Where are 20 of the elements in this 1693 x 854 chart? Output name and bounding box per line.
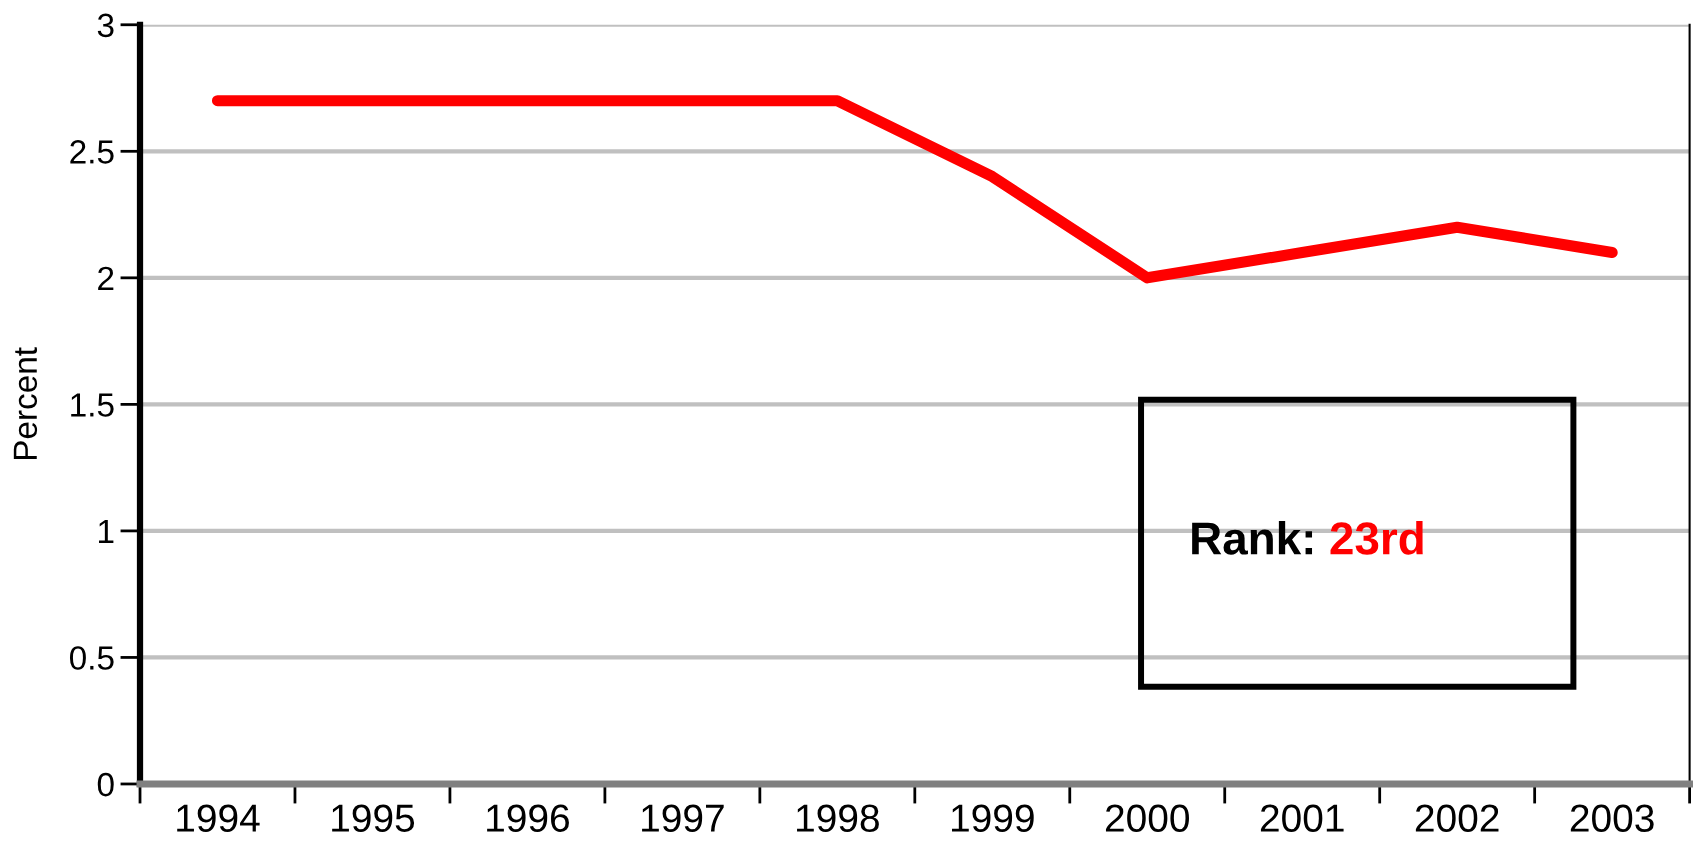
annotation: Rank: [1192, 521, 1313, 555]
y-tick-label: 1.5 [71, 393, 114, 417]
y-tick-label: 2 [98, 266, 114, 290]
x-tick-label: 2001 [1260, 804, 1344, 832]
y-tick-label: 1 [99, 520, 114, 543]
y-axis-title: Percent [13, 347, 38, 460]
y-tick-label: 0.5 [69, 646, 114, 670]
x-tick-label: 1999 [952, 804, 1034, 832]
x-tick-label: 2000 [1105, 804, 1189, 832]
y-tick-label: 0 [97, 772, 114, 797]
x-tick-label: 1997 [642, 804, 724, 832]
x-tick-label: 1996 [487, 804, 569, 832]
x-tick-label: 1995 [332, 804, 415, 832]
x-tick-label: 1998 [797, 804, 879, 832]
y-tick-label: 2.5 [70, 140, 114, 164]
x-tick-label: 1994 [177, 804, 260, 832]
y-tick-label: 3 [97, 13, 114, 38]
x-tick-label: 2003 [1570, 804, 1654, 832]
x-tick-label: 2002 [1415, 804, 1499, 832]
annotation: 23rd [1330, 521, 1423, 555]
